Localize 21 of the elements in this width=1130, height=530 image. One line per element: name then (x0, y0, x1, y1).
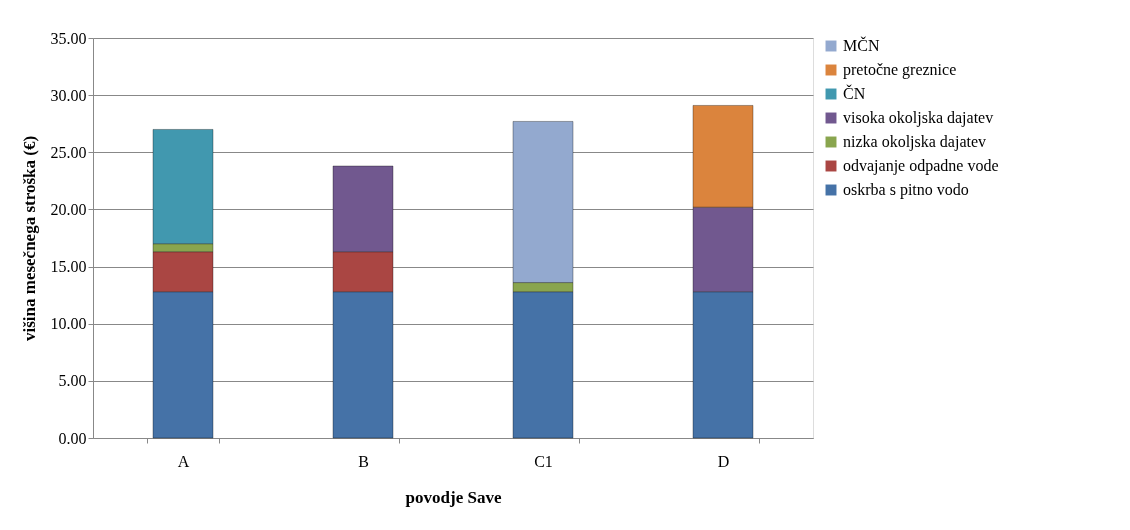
legend-label: visoka okoljska dajatev (843, 109, 994, 127)
x-tick-label: A (177, 452, 190, 470)
legend-label: nizka okoljska dajatev (843, 133, 987, 151)
x-tick-label: B (358, 452, 369, 470)
legend-label: oskrba s pitno vodo (843, 181, 969, 199)
y-tick-label: 0.00 (58, 429, 87, 447)
y-tick-label: 30.00 (50, 86, 87, 104)
y-tick-label: 15.00 (50, 258, 87, 276)
x-tick-label: C1 (534, 452, 553, 470)
legend-label: MČN (843, 36, 880, 54)
y-tick-label: 10.00 (50, 315, 87, 333)
x-axis-title: povodje Save (405, 487, 502, 507)
y-tick-label: 25.00 (50, 143, 87, 161)
x-tick-label: D (717, 452, 730, 470)
y-tick-label: 5.00 (58, 372, 87, 390)
y-tick-label: 35.00 (50, 29, 87, 47)
legend-label: pretočne greznice (843, 61, 957, 79)
legend-label: ČN (843, 84, 866, 102)
y-tick-label: 20.00 (50, 200, 87, 218)
legend-label: odvajanje odpadne vode (843, 157, 999, 175)
y-axis-title: višina mesečnega stroška (€) (19, 135, 39, 342)
